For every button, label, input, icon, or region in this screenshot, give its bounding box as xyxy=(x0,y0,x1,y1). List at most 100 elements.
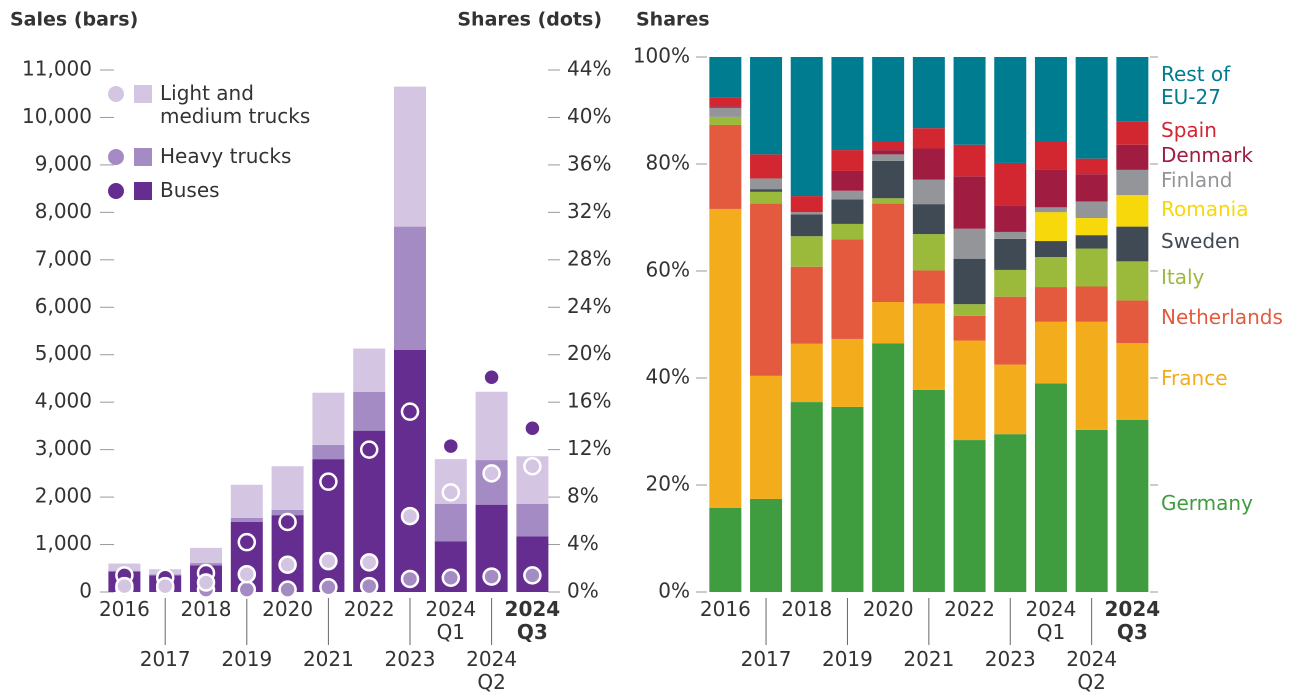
y2-title: Shares (dots) xyxy=(457,9,602,31)
bar-segment xyxy=(516,503,549,537)
bar-segment xyxy=(709,106,742,108)
bar-segment xyxy=(434,503,467,542)
y2-tick-label: 8% xyxy=(567,484,599,508)
x-tick-label: 2024 Q1 xyxy=(1025,597,1077,644)
chart-title: Sales (bars) xyxy=(10,9,138,31)
share-dot xyxy=(237,580,257,599)
bar-segment xyxy=(353,391,386,431)
y-tick-label: 5,000 xyxy=(35,341,92,365)
legend-label: Sweden xyxy=(1161,229,1241,253)
bar-segment xyxy=(912,234,945,271)
bar-segment xyxy=(994,364,1027,435)
bar-segment xyxy=(1116,169,1149,196)
y-tick-label: 0% xyxy=(658,579,690,603)
bar-segment xyxy=(750,191,783,204)
x-tick-label: 2021 xyxy=(302,647,354,671)
x-tick-label: 2024 Q2 xyxy=(466,647,518,694)
x-tick-label: 2017 xyxy=(139,647,191,671)
bar-segment xyxy=(912,270,945,304)
bar-segment xyxy=(994,296,1027,365)
share-dot xyxy=(278,580,297,599)
bar-segment xyxy=(750,375,783,499)
bar-segment xyxy=(872,198,905,204)
legend-label: Finland xyxy=(1161,168,1233,192)
bar-segment xyxy=(1075,174,1108,202)
y-tick-label: 8,000 xyxy=(35,199,92,223)
y-tick-label: 2,000 xyxy=(35,484,92,508)
bar-segment xyxy=(831,239,864,339)
bar-segment xyxy=(953,176,986,229)
bar-segment xyxy=(394,86,426,227)
y2-tick-label: 36% xyxy=(567,151,611,175)
bar-segment xyxy=(831,338,864,407)
bar-segment xyxy=(994,269,1027,297)
x-tick-label: 2016 xyxy=(699,597,751,621)
bar-segment xyxy=(953,57,986,145)
y-tick-label: 7,000 xyxy=(35,246,92,270)
bar-segment xyxy=(1116,57,1149,122)
bar-segment xyxy=(953,258,986,305)
legend-swatch xyxy=(134,85,152,103)
bar-segment xyxy=(709,508,742,592)
legend-label: Denmark xyxy=(1161,143,1253,167)
share-dot xyxy=(400,569,420,589)
x-tick-label: 2021 xyxy=(903,647,955,671)
bar-segment xyxy=(394,349,426,592)
bar-segment xyxy=(790,212,823,215)
y-tick-label: 100% xyxy=(633,44,690,68)
bar-segment xyxy=(953,228,986,259)
bar-segment xyxy=(1116,300,1149,344)
y2-tick-label: 4% xyxy=(567,531,599,555)
bar-segment xyxy=(1034,57,1067,141)
share-dot xyxy=(278,555,297,574)
legend-swatch xyxy=(134,182,152,200)
bar-segment xyxy=(831,190,864,200)
y2-tick-label: 20% xyxy=(567,341,611,365)
y-tick-label: 20% xyxy=(646,472,690,496)
chart-title: Shares xyxy=(636,9,710,31)
share-dot xyxy=(319,578,338,597)
bar-segment xyxy=(912,148,945,180)
y-tick-label: 9,000 xyxy=(35,151,92,175)
legend-swatch xyxy=(134,148,152,166)
share-dot xyxy=(319,472,338,491)
bar-segment xyxy=(790,57,823,197)
bar-segment xyxy=(271,509,304,516)
share-dot xyxy=(482,368,501,387)
legend-label: Romania xyxy=(1161,197,1249,221)
y2-tick-label: 24% xyxy=(567,294,611,318)
bar-segment xyxy=(790,196,823,213)
bar-segment xyxy=(872,140,905,151)
x-tick-label: 2022 xyxy=(944,597,995,621)
bar-segment xyxy=(750,178,783,190)
share-dot xyxy=(441,568,461,588)
legend-label: Rest of EU-27 xyxy=(1161,62,1231,109)
bar-segment xyxy=(994,205,1027,232)
bar-segment xyxy=(1034,207,1067,213)
share-dot xyxy=(482,464,501,483)
bar-segment xyxy=(790,343,823,403)
share-dot xyxy=(319,551,338,571)
share-dot xyxy=(237,564,257,584)
share-dot xyxy=(523,419,542,438)
y2-tick-label: 40% xyxy=(567,104,611,128)
y-tick-label: 40% xyxy=(646,365,690,389)
x-tick-label: 2024 Q3 xyxy=(504,597,561,644)
bar-segment xyxy=(912,303,945,390)
share-dot xyxy=(155,576,175,596)
y2-tick-label: 28% xyxy=(567,246,611,270)
bar-segment xyxy=(1034,287,1067,322)
legend-dot xyxy=(108,86,124,102)
bar-segment xyxy=(709,124,742,209)
y-tick-label: 80% xyxy=(646,151,690,175)
legend-label: Netherlands xyxy=(1161,305,1283,329)
y2-tick-label: 12% xyxy=(567,436,611,460)
bar-segment xyxy=(312,444,345,460)
bar-segment xyxy=(790,402,823,592)
bar-segment xyxy=(1034,140,1067,170)
bar-segment xyxy=(353,348,386,392)
x-tick-label: 2023 xyxy=(984,647,1036,671)
x-tick-label: 2017 xyxy=(740,647,792,671)
